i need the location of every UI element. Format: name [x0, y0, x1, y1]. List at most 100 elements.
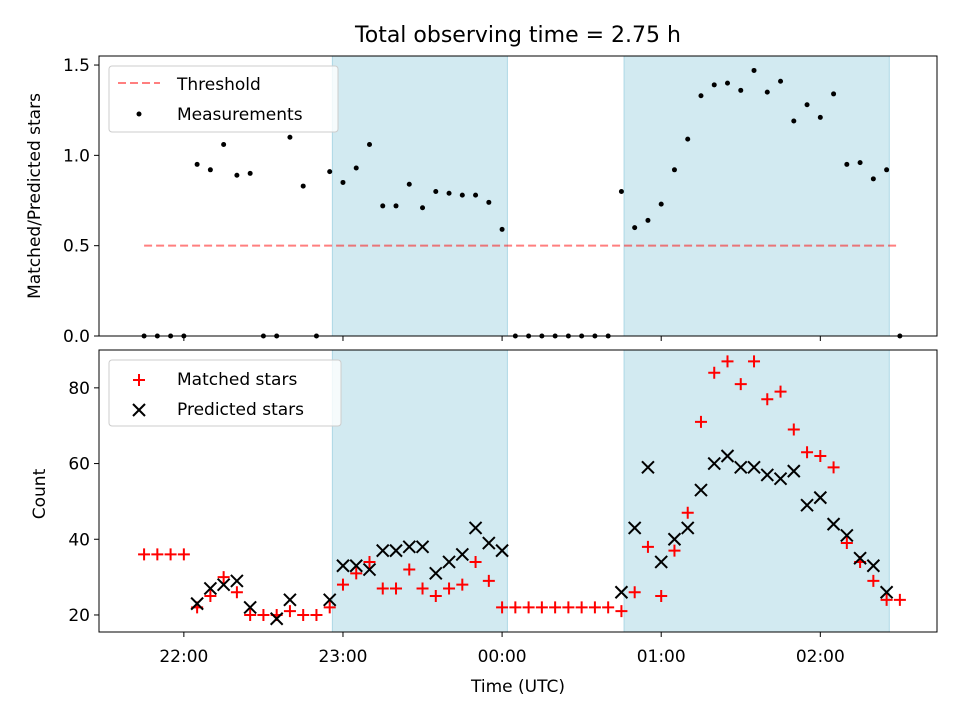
top-shaded-intervals: [331, 55, 890, 337]
matched-star-point: [390, 582, 403, 595]
predicted-star-point: [468, 521, 483, 535]
matched-star-point: [575, 601, 588, 614]
predicted-star-point: [667, 532, 682, 546]
bottom-y-tick-label: 40: [68, 530, 90, 550]
bottom-x-ticks: 22:00 23:00 00:00 01:00 02:00: [159, 632, 845, 667]
matched-star-point: [641, 540, 654, 553]
measurement-point: [300, 183, 306, 189]
matched-star-point: [429, 590, 442, 603]
matched-star-point: [734, 378, 747, 391]
matched-star-point: [257, 608, 270, 621]
matched-star-point: [827, 461, 840, 474]
bottom-shaded-intervals: [331, 349, 890, 633]
measurement-point: [380, 203, 386, 209]
matched-star-point: [668, 544, 681, 557]
legend-matched-swatch: [133, 374, 145, 386]
matched-star-point: [562, 601, 575, 614]
matched-star-point: [297, 608, 310, 621]
predicted-star-point: [747, 460, 761, 475]
legend-threshold-label: Threshold: [176, 75, 261, 95]
measurement-point: [327, 169, 333, 175]
matched-star-point: [138, 548, 151, 561]
measurement-point: [499, 226, 505, 232]
measurement-point: [685, 136, 691, 142]
measurement-point: [234, 172, 240, 178]
top-legend: Threshold Measurements: [108, 65, 339, 133]
matched-star-point: [893, 593, 906, 606]
bottom-legend-box: [108, 359, 342, 427]
measurement-point: [486, 199, 492, 205]
predicted-star-point: [283, 593, 297, 607]
top-axes-frame: [98, 55, 938, 337]
predicted-star-point: [482, 536, 496, 550]
measurement-point: [420, 205, 426, 211]
measurement-point: [791, 118, 797, 124]
x-tick-label: 23:00: [318, 647, 367, 667]
matched-star-point: [217, 571, 230, 584]
matched-star-point: [469, 555, 482, 568]
predicted-star-point: [654, 555, 668, 569]
predicted-star-point: [203, 581, 218, 596]
bottom-data-marks: [138, 355, 906, 626]
predicted-star-point: [773, 471, 788, 486]
matched-star-point: [509, 601, 522, 614]
top-y-ticks: 0.0 0.5 1.0 1.5: [63, 56, 99, 347]
predicted-star-point: [389, 543, 403, 558]
predicted-star-point: [826, 517, 841, 531]
top-y-tick-label: 0.5: [63, 237, 90, 257]
matched-star-point: [814, 449, 827, 462]
predicted-star-point: [720, 449, 735, 463]
predicted-star-point: [866, 559, 881, 573]
matched-star-point: [482, 574, 495, 587]
measurement-point: [207, 167, 213, 173]
measurement-point: [751, 67, 757, 73]
bottom-axes-frame: [98, 349, 938, 633]
predicted-star-point: [455, 547, 470, 562]
top-y-tick-label: 1.0: [63, 146, 90, 166]
matched-star-point: [787, 423, 800, 436]
matched-star-point: [336, 578, 349, 591]
measurement-point: [221, 142, 227, 148]
bottom-y-ticks: 20 40 60 80: [68, 379, 99, 626]
matched-star-point: [708, 366, 721, 379]
legend-measurements-swatch: [136, 111, 142, 117]
measurement-point: [632, 225, 638, 231]
predicted-star-point: [813, 490, 828, 505]
matched-star-point: [602, 601, 615, 614]
legend-predicted-swatch: [132, 403, 146, 417]
predicted-star-point: [349, 559, 363, 573]
measurement-point: [817, 114, 823, 120]
matched-star-point: [443, 582, 456, 595]
matched-star-point: [615, 605, 628, 618]
predicted-star-point: [429, 566, 443, 581]
matched-star-point: [244, 608, 257, 621]
predicted-star-point: [323, 593, 337, 607]
predicted-star-point: [614, 585, 629, 599]
matched-star-point: [350, 567, 363, 580]
matched-star-point: [801, 446, 814, 459]
measurement-point: [711, 82, 717, 88]
top-shaded-band-2: [623, 55, 890, 337]
predicted-star-point: [641, 460, 655, 475]
matched-star-point: [177, 548, 190, 561]
predicted-star-point: [190, 596, 204, 611]
matched-star-point: [456, 578, 469, 591]
bottom-panel: 22:00 23:00 00:00 01:00 02:00 20 40 60 80 Count…: [30, 349, 938, 697]
matched-star-point: [549, 601, 562, 614]
legend-matched-label: Matched stars: [177, 370, 297, 390]
top-y-tick-label: 1.5: [63, 56, 90, 76]
measurement-point: [473, 192, 479, 198]
measurement-point: [645, 217, 651, 223]
top-x-ticks: [183, 336, 821, 341]
matched-star-point: [323, 601, 336, 614]
measurement-point: [831, 91, 837, 97]
matched-star-point: [694, 415, 707, 428]
x-tick-label: 00:00: [478, 647, 527, 667]
measurement-point: [870, 176, 876, 182]
top-panel: 0.0 0.5 1.0 1.5 Matched/Predicted stars Thr…: [25, 55, 938, 347]
measurement-point: [857, 160, 863, 166]
measurement-point: [671, 167, 677, 173]
predicted-star-point: [760, 468, 774, 482]
top-legend-box: [108, 65, 339, 133]
predicted-star-point: [694, 483, 708, 497]
